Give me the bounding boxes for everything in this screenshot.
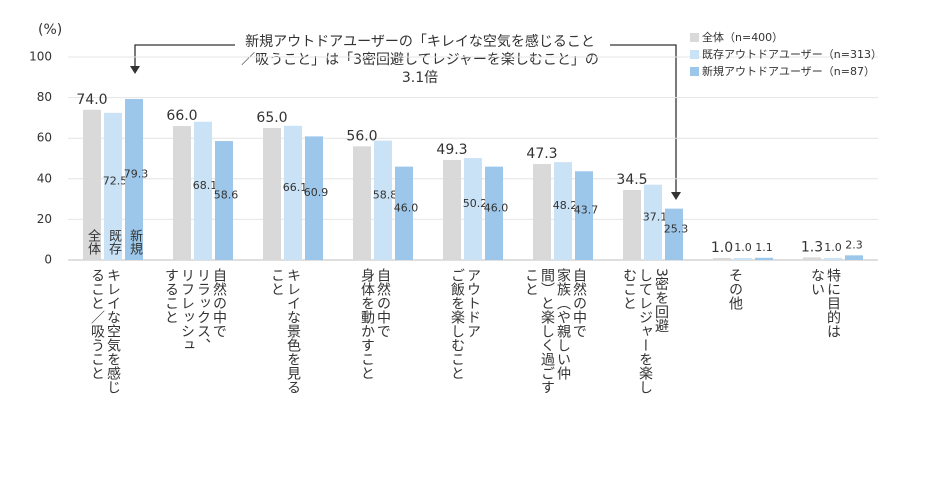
x-tick-label: キレイな空気を感じ ること／吸うこと bbox=[89, 268, 121, 394]
arrow-head bbox=[671, 192, 681, 200]
bar bbox=[623, 189, 641, 260]
y-tick-label: 40 bbox=[37, 171, 52, 185]
value-label: 48.2 bbox=[553, 199, 578, 212]
arrow-right bbox=[610, 44, 677, 194]
bar bbox=[83, 109, 101, 260]
legend-label: 全体（n=400） bbox=[702, 30, 783, 44]
value-label: 1.1 bbox=[755, 241, 773, 254]
bar bbox=[734, 257, 752, 260]
bar bbox=[644, 184, 662, 260]
value-label: 65.0 bbox=[256, 110, 287, 126]
value-label: 1.0 bbox=[711, 240, 733, 256]
bar-short-label: 新規 bbox=[127, 229, 142, 255]
value-label: 68.1 bbox=[193, 179, 218, 192]
legend-swatch bbox=[690, 33, 699, 42]
value-label: 58.6 bbox=[214, 189, 239, 202]
value-label: 66.1 bbox=[283, 181, 308, 194]
value-label: 34.5 bbox=[616, 172, 647, 188]
y-tick-label: 0 bbox=[44, 253, 52, 267]
value-label: 2.3 bbox=[845, 238, 863, 251]
x-tick-label: 自然の中で 家族（や親しい仲 間）と楽しく過ごす こと bbox=[523, 268, 587, 394]
x-tick-label: その他 bbox=[727, 268, 743, 310]
value-label: 43.7 bbox=[574, 204, 599, 217]
value-label: 56.0 bbox=[346, 128, 377, 144]
bar bbox=[713, 257, 731, 260]
bar bbox=[554, 162, 572, 260]
legend-label: 新規アウトドアユーザー（n=87） bbox=[702, 64, 875, 78]
x-tick-label: キレイな景色を見る こと bbox=[269, 268, 301, 394]
bar bbox=[284, 125, 302, 260]
arrow-head bbox=[130, 66, 140, 74]
bar bbox=[374, 140, 392, 260]
bar bbox=[125, 99, 143, 261]
x-tick-label: 特に目的は ない bbox=[809, 268, 841, 338]
value-label: 74.0 bbox=[76, 92, 107, 108]
bar bbox=[533, 163, 551, 260]
bar bbox=[443, 159, 461, 260]
y-tick-label: 80 bbox=[37, 90, 52, 104]
value-label: 47.3 bbox=[526, 146, 557, 162]
value-label: 46.0 bbox=[394, 201, 419, 214]
bar bbox=[803, 257, 821, 260]
legend-swatch bbox=[690, 67, 699, 76]
y-tick-label: 100 bbox=[29, 50, 52, 64]
x-tick-label: 自然の中で 身体を動かすこと bbox=[359, 268, 391, 380]
bar bbox=[485, 166, 503, 260]
bar bbox=[464, 158, 482, 260]
bar bbox=[263, 128, 281, 260]
bar bbox=[845, 255, 863, 260]
x-tick-label: 3密を回避 してレジャーを楽し むこと bbox=[621, 268, 669, 394]
value-label: 46.0 bbox=[484, 201, 509, 214]
value-label: 72.5 bbox=[103, 174, 128, 187]
bar bbox=[194, 121, 212, 260]
value-label: 37.1 bbox=[643, 210, 668, 223]
callout-arrows bbox=[134, 44, 677, 194]
value-label: 79.3 bbox=[124, 168, 149, 181]
bar bbox=[353, 146, 371, 260]
value-label: 1.0 bbox=[824, 241, 842, 254]
bar bbox=[395, 166, 413, 260]
y-tick-label: 20 bbox=[37, 212, 52, 226]
bar bbox=[104, 112, 122, 260]
value-label: 50.2 bbox=[463, 197, 488, 210]
x-tick-label: アウトドア ご飯を楽しむこと bbox=[449, 268, 481, 380]
y-axis-label: (%) bbox=[38, 22, 62, 38]
annotation: 新規アウトドアユーザーの「キレイな空気を感じること／吸うこと」は「3密回避してレ… bbox=[241, 33, 599, 86]
x-tick-label: 自然の中で リラックス、 リフレッシュ すること bbox=[163, 268, 227, 352]
value-label: 1.0 bbox=[734, 241, 752, 254]
arrow-left bbox=[134, 44, 235, 68]
value-label: 1.3 bbox=[801, 239, 823, 255]
value-label: 25.3 bbox=[664, 222, 689, 235]
bar bbox=[755, 257, 773, 260]
value-label: 66.0 bbox=[166, 108, 197, 124]
bar-short-label: 全体 bbox=[85, 229, 100, 255]
value-label: 58.8 bbox=[373, 188, 398, 201]
legend-swatch bbox=[690, 50, 699, 59]
bar bbox=[173, 126, 191, 261]
bar bbox=[215, 141, 233, 260]
bar bbox=[575, 171, 593, 260]
y-tick-label: 60 bbox=[37, 131, 52, 145]
legend-label: 既存アウトドアユーザー（n=313） bbox=[702, 47, 882, 61]
bar bbox=[824, 257, 842, 260]
bar-short-label: 既存 bbox=[106, 229, 121, 255]
bar bbox=[665, 208, 683, 260]
value-label: 60.9 bbox=[304, 186, 329, 199]
bar bbox=[305, 136, 323, 260]
value-label: 49.3 bbox=[436, 142, 467, 158]
